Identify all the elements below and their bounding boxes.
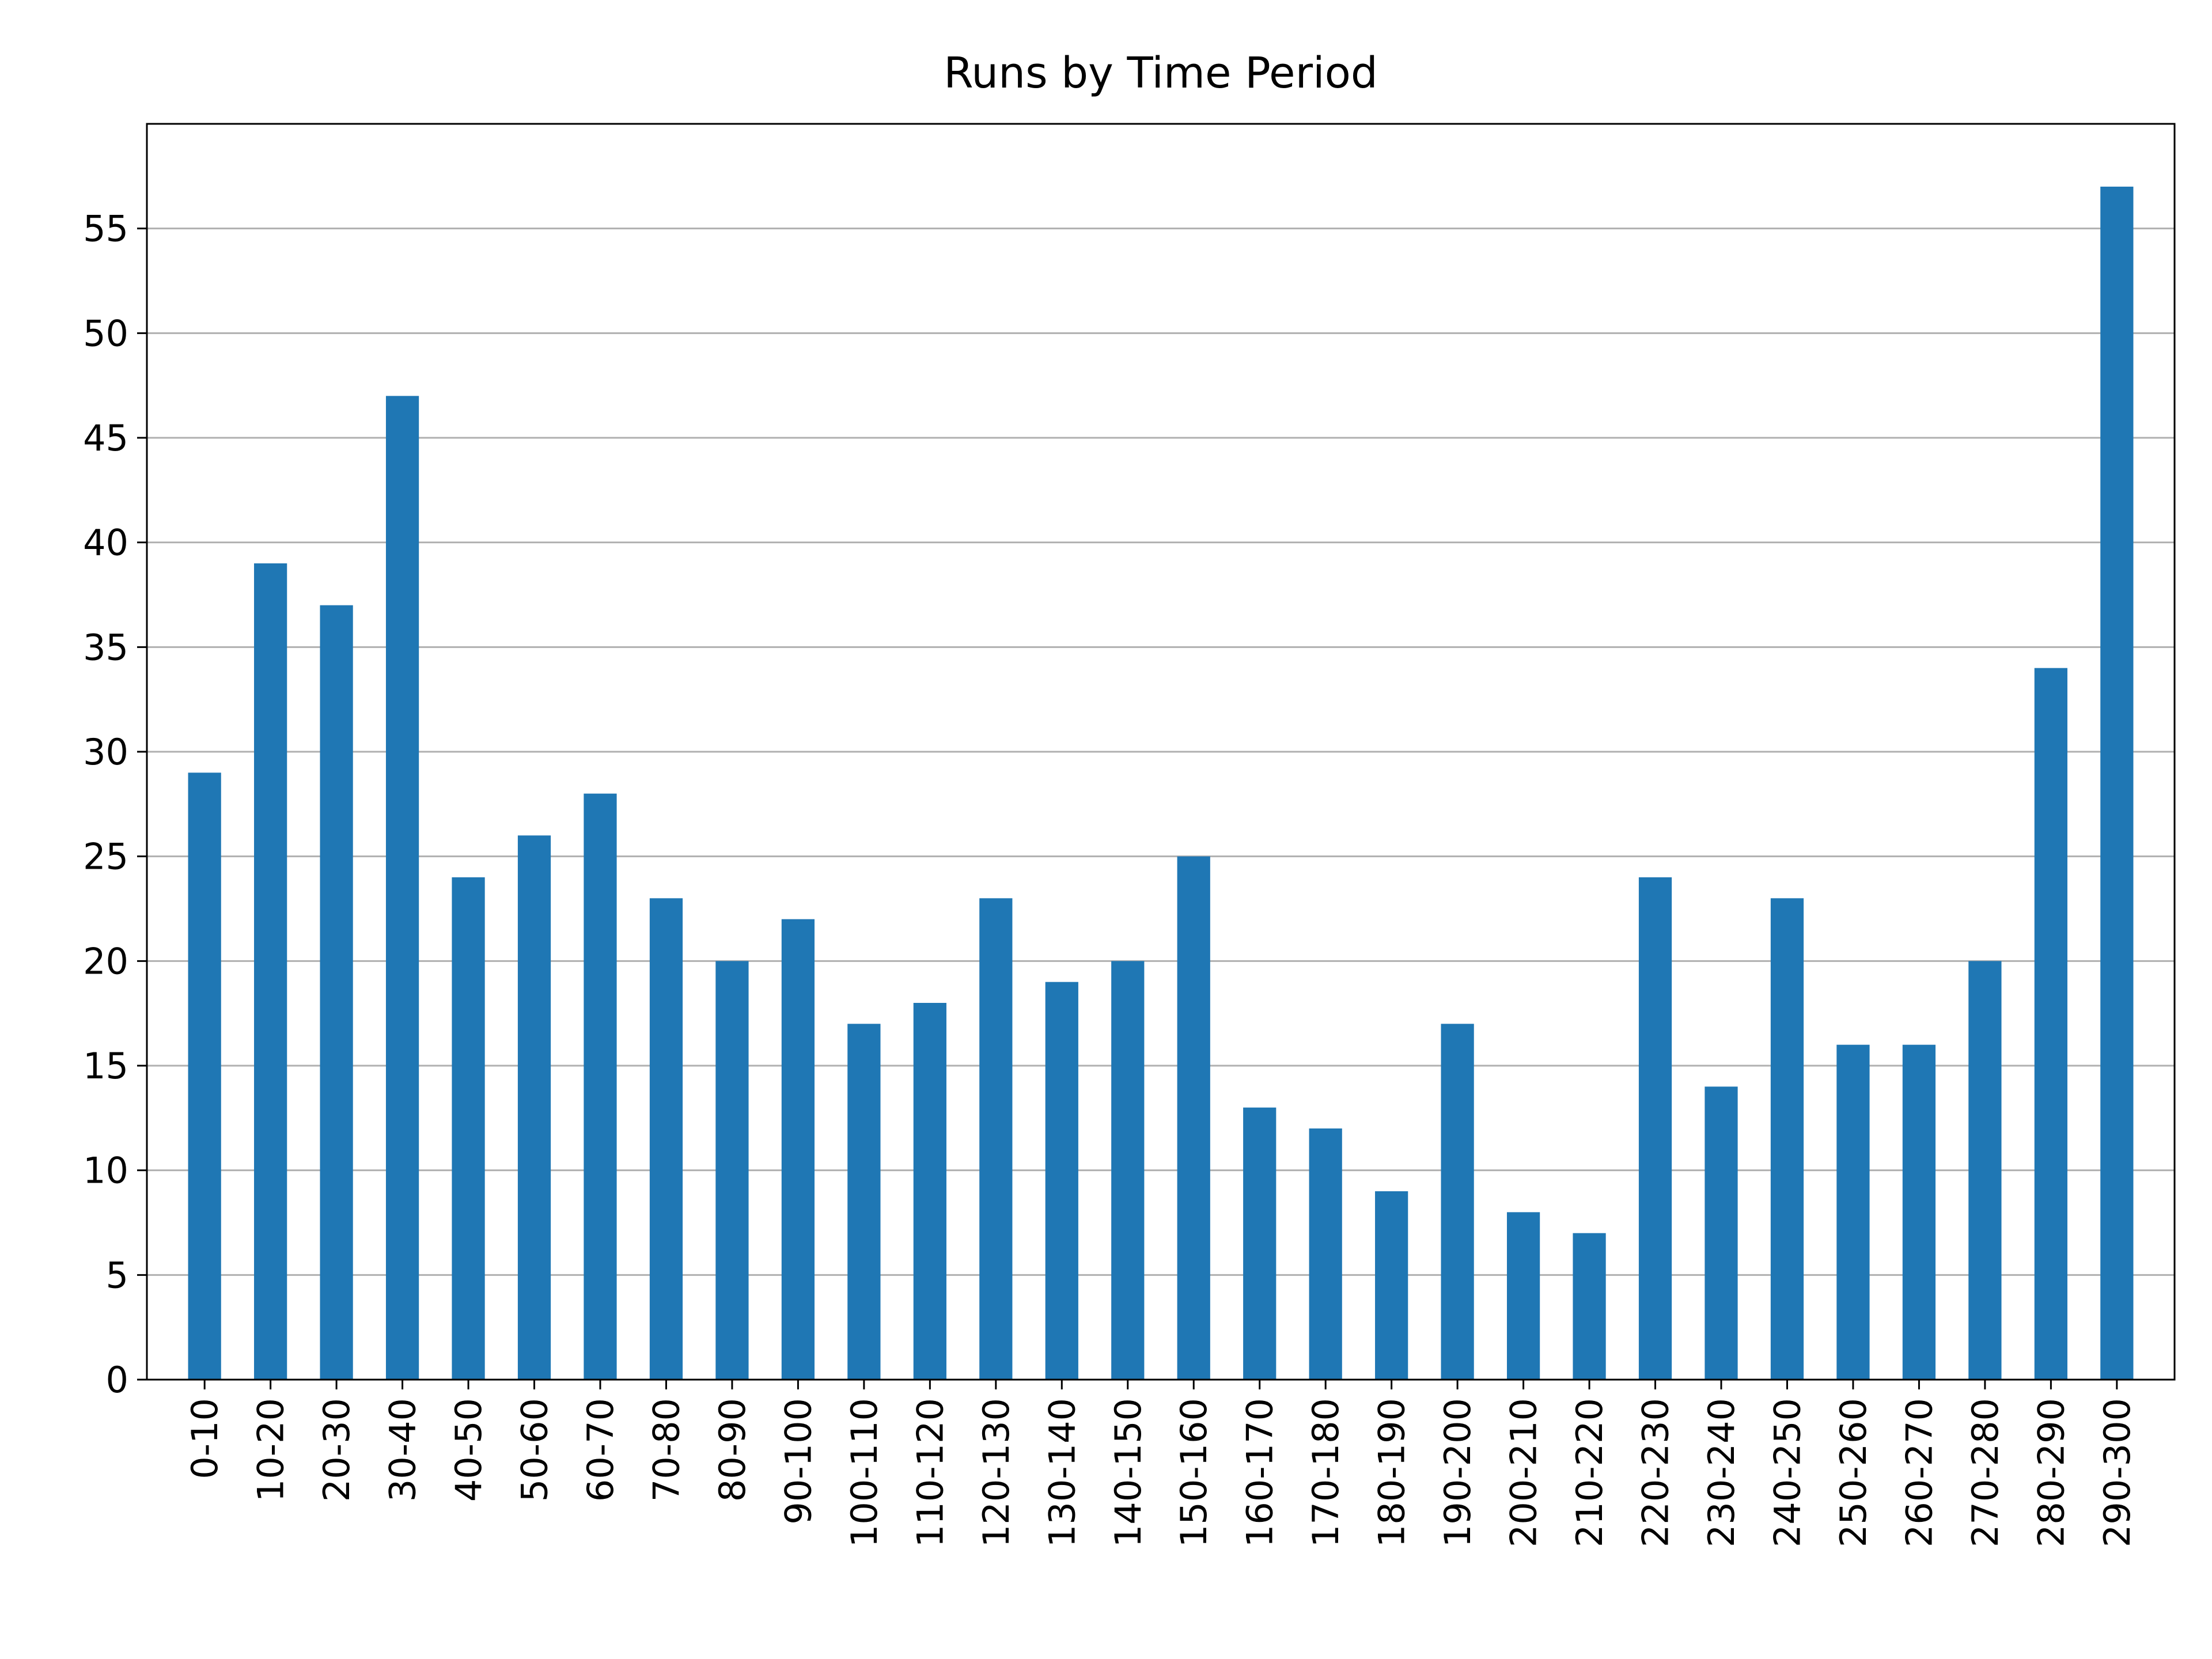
bar-180-190 — [1375, 1191, 1408, 1380]
x-tick-label: 20-30 — [316, 1398, 358, 1502]
y-tick-label: 45 — [83, 417, 128, 459]
x-tick-label: 0-10 — [184, 1398, 226, 1479]
x-tick-label: 220-230 — [1635, 1398, 1677, 1547]
y-tick-label: 35 — [83, 626, 128, 668]
y-tick-label: 20 — [83, 940, 128, 982]
bar-280-290 — [2034, 668, 2067, 1380]
bar-260-270 — [1902, 1044, 1936, 1380]
bar-10-20 — [254, 563, 287, 1380]
x-tick-label: 240-250 — [1766, 1398, 1808, 1547]
x-tick-label: 200-210 — [1503, 1398, 1545, 1547]
x-tick-label: 120-130 — [975, 1398, 1017, 1547]
x-tick-label: 140-150 — [1107, 1398, 1149, 1547]
bar-250-260 — [1836, 1044, 1870, 1380]
bar-90-100 — [781, 919, 815, 1380]
y-tick-label: 30 — [83, 731, 128, 773]
x-tick-label: 160-170 — [1239, 1398, 1281, 1547]
x-tick-label: 130-140 — [1041, 1398, 1083, 1547]
x-tick-label: 90-100 — [777, 1398, 819, 1525]
bar-70-80 — [649, 898, 683, 1380]
y-axis-ticks: 0 5 10 15 20 25 30 35 40 45 50 55 — [83, 208, 147, 1401]
bar-50-60 — [517, 835, 551, 1380]
bar-220-230 — [1638, 877, 1672, 1380]
bar-140-150 — [1111, 961, 1145, 1380]
bar-190-200 — [1441, 1024, 1474, 1380]
x-tick-label: 70-80 — [645, 1398, 687, 1502]
x-tick-label: 60-70 — [579, 1398, 622, 1502]
bar-0-10 — [188, 772, 221, 1380]
x-tick-label: 210-220 — [1569, 1398, 1611, 1547]
x-tick-label: 100-110 — [843, 1398, 885, 1547]
x-axis-ticks: 0-10 10-20 20-30 30-40 40-50 50-60 60-70 70-80 8… — [184, 1380, 2138, 1547]
x-tick-label: 30-40 — [382, 1398, 424, 1502]
x-tick-label: 250-260 — [1832, 1398, 1874, 1547]
chart-title: Runs by Time Period — [944, 48, 1378, 98]
y-tick-label: 55 — [83, 208, 128, 250]
x-tick-label: 260-270 — [1898, 1398, 1940, 1547]
bar-130-140 — [1045, 982, 1078, 1380]
bar-270-280 — [1968, 961, 2002, 1380]
bar-100-110 — [847, 1024, 881, 1380]
bar-210-220 — [1573, 1233, 1606, 1380]
y-tick-label: 50 — [83, 312, 128, 354]
x-tick-label: 80-90 — [711, 1398, 753, 1502]
x-tick-label: 270-280 — [1964, 1398, 2006, 1547]
y-tick-label: 10 — [83, 1150, 128, 1192]
x-tick-label: 190-200 — [1437, 1398, 1479, 1547]
bar-200-210 — [1506, 1212, 1540, 1380]
bar-170-180 — [1309, 1128, 1342, 1380]
x-tick-label: 40-50 — [448, 1398, 490, 1502]
bar-160-170 — [1243, 1107, 1277, 1380]
bars — [188, 187, 2134, 1380]
bar-240-250 — [1770, 898, 1804, 1380]
bar-80-90 — [715, 961, 749, 1380]
y-tick-label: 5 — [106, 1254, 128, 1296]
x-tick-label: 150-160 — [1173, 1398, 1215, 1547]
bar-30-40 — [385, 396, 419, 1380]
y-tick-label: 40 — [83, 522, 128, 564]
x-tick-label: 110-120 — [909, 1398, 951, 1547]
y-tick-label: 15 — [83, 1045, 128, 1087]
x-tick-label: 180-190 — [1371, 1398, 1413, 1547]
x-tick-label: 290-300 — [2096, 1398, 2138, 1547]
bar-150-160 — [1177, 856, 1210, 1380]
x-tick-label: 50-60 — [514, 1398, 556, 1502]
y-tick-label: 25 — [83, 836, 128, 878]
bar-110-120 — [913, 1003, 946, 1380]
bar-120-130 — [979, 898, 1013, 1380]
bar-230-240 — [1705, 1086, 1738, 1380]
x-tick-label: 170-180 — [1305, 1398, 1347, 1547]
bar-60-70 — [584, 793, 617, 1380]
bar-20-30 — [320, 605, 353, 1380]
y-tick-label: 0 — [106, 1359, 128, 1401]
x-tick-label: 280-290 — [2030, 1398, 2072, 1547]
x-tick-label: 230-240 — [1700, 1398, 1743, 1547]
bar-290-300 — [2100, 187, 2134, 1380]
bar-40-50 — [452, 877, 485, 1380]
x-tick-label: 10-20 — [250, 1398, 292, 1502]
